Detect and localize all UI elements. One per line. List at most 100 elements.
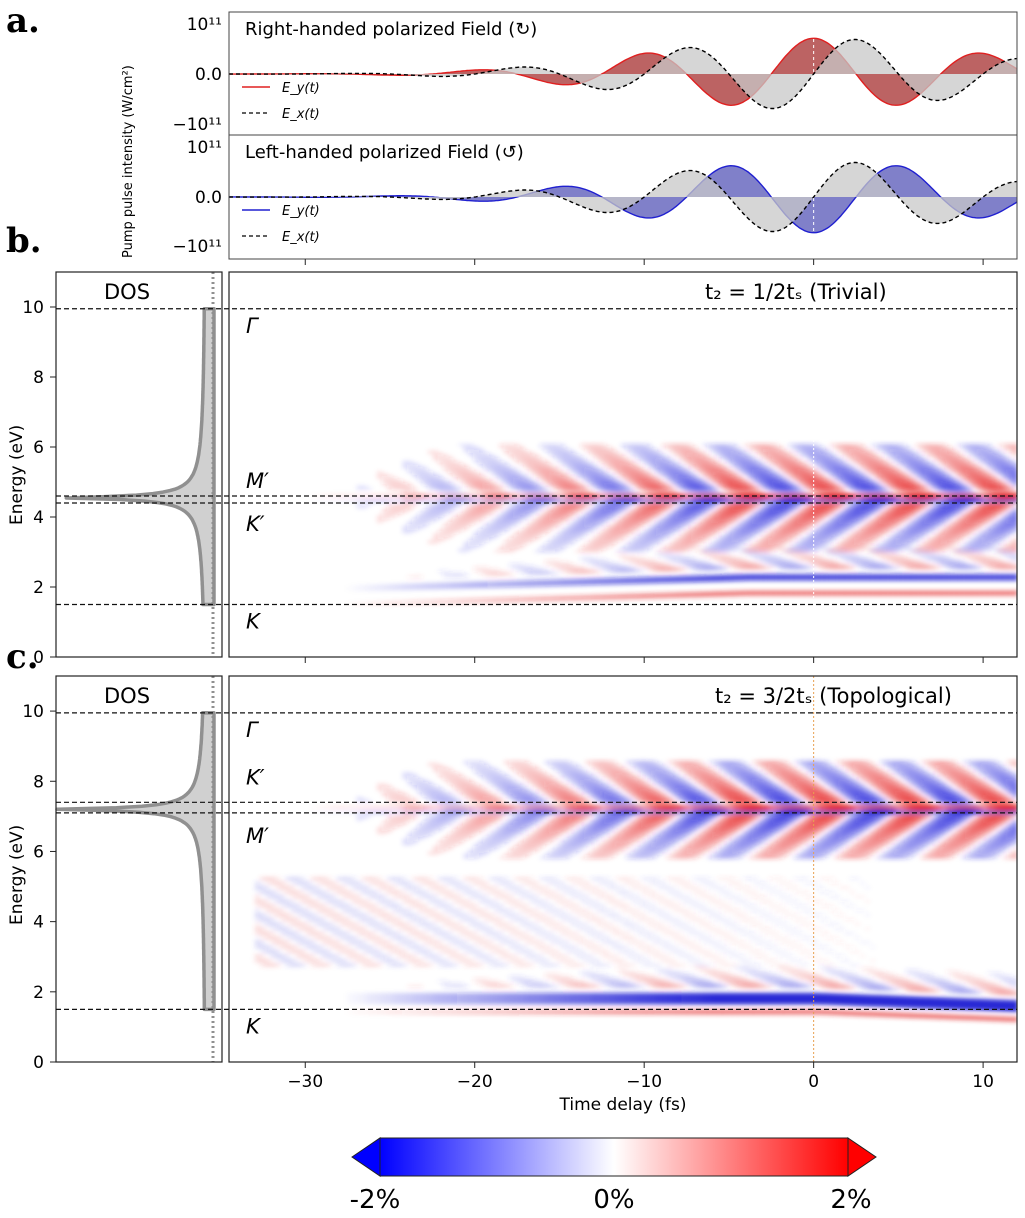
heatmap-cell bbox=[412, 522, 419, 526]
heatmap-cell bbox=[773, 462, 780, 466]
heatmap-cell bbox=[523, 524, 531, 528]
heatmap-cell bbox=[727, 487, 734, 491]
heatmap-cell bbox=[447, 491, 454, 495]
heatmap-cell bbox=[889, 464, 897, 468]
heatmap-cell bbox=[483, 533, 490, 537]
heatmap-cell bbox=[473, 518, 480, 522]
heatmap-cell bbox=[834, 447, 841, 451]
heatmap-cell bbox=[859, 476, 866, 480]
heatmap-cell bbox=[671, 466, 678, 470]
lower-band-fringe bbox=[874, 548, 881, 553]
heatmap-cell bbox=[813, 527, 820, 530]
resonance-line-lower bbox=[508, 498, 515, 503]
heatmap-cell bbox=[518, 514, 525, 518]
heatmap-cell bbox=[381, 481, 388, 484]
heatmap-cell bbox=[498, 487, 505, 491]
heatmap-cell bbox=[518, 472, 525, 476]
heatmap-cell bbox=[686, 510, 693, 514]
heatmap-cell bbox=[498, 516, 505, 520]
heatmap-cell bbox=[823, 447, 830, 451]
lower-band-fringe bbox=[605, 567, 612, 571]
heatmap-cell bbox=[773, 529, 780, 532]
heatmap-cell bbox=[671, 518, 678, 522]
lower-band-fringe bbox=[742, 561, 749, 565]
heatmap-cell bbox=[554, 514, 561, 518]
heatmap-cell bbox=[442, 533, 449, 537]
heatmap-cell bbox=[406, 489, 414, 493]
heatmap-cell bbox=[823, 522, 830, 526]
heatmap-cell bbox=[757, 516, 764, 520]
heatmap-cell bbox=[859, 514, 866, 518]
heatmap-cell bbox=[701, 520, 708, 524]
heatmap-cell bbox=[503, 545, 510, 549]
heatmap-cell bbox=[508, 481, 515, 484]
heatmap-cell bbox=[564, 458, 571, 461]
heatmap-cell bbox=[849, 533, 856, 537]
heatmap-cell bbox=[503, 468, 510, 472]
heatmap-cell bbox=[605, 533, 612, 537]
heatmap-cell bbox=[513, 512, 520, 516]
resonance-line-lower bbox=[686, 498, 693, 503]
heatmap-cell bbox=[508, 524, 515, 528]
heatmap-cell bbox=[569, 527, 576, 530]
heatmap-cell bbox=[549, 443, 556, 447]
a2-legend-ex: E_x(t) bbox=[282, 230, 320, 245]
lower-band-blue bbox=[681, 575, 688, 583]
heatmap-cell bbox=[803, 510, 810, 514]
heatmap-cell bbox=[798, 518, 805, 522]
resonance-line-lower bbox=[727, 498, 734, 503]
heatmap-cell bbox=[849, 522, 856, 526]
heatmap-cell bbox=[478, 516, 485, 520]
heatmap-cell bbox=[732, 512, 739, 516]
heatmap-cell bbox=[447, 522, 454, 526]
lower-band-fringe bbox=[844, 556, 851, 560]
heatmap-cell bbox=[574, 456, 581, 459]
heatmap-cell bbox=[773, 449, 780, 453]
heatmap-cell bbox=[437, 458, 444, 461]
heatmap-cell bbox=[727, 549, 734, 553]
heatmap-cell bbox=[559, 514, 566, 518]
heatmap-cell bbox=[823, 468, 830, 472]
heatmap-cell bbox=[686, 527, 693, 530]
heatmap-cell bbox=[859, 537, 866, 541]
heatmap-cell bbox=[788, 514, 795, 518]
lower-band-red bbox=[478, 597, 485, 604]
heatmap-cell bbox=[671, 531, 678, 534]
lower-band-fringe bbox=[447, 571, 454, 576]
heatmap-cell bbox=[752, 464, 759, 468]
resonance-line-lower bbox=[381, 498, 388, 503]
heatmap-cell bbox=[503, 447, 510, 451]
heatmap-cell bbox=[869, 483, 876, 486]
heatmap-cell bbox=[874, 456, 881, 459]
heatmap-cell bbox=[615, 470, 622, 474]
heatmap-cell bbox=[874, 464, 881, 468]
heatmap-cell bbox=[462, 464, 470, 468]
heatmap-cell bbox=[757, 547, 764, 551]
heatmap-cell bbox=[656, 489, 663, 493]
heatmap-cell bbox=[488, 470, 495, 474]
lower-band-fringe bbox=[523, 572, 531, 576]
lower-band-blue bbox=[722, 574, 729, 582]
heatmap-cell bbox=[651, 460, 658, 464]
heatmap-cell bbox=[544, 527, 551, 530]
heatmap-cell bbox=[788, 472, 795, 476]
heatmap-cell bbox=[661, 458, 668, 461]
heatmap-cell bbox=[839, 485, 846, 489]
heatmap-cell bbox=[478, 447, 485, 451]
heatmap-cell bbox=[854, 445, 861, 449]
heatmap-cell bbox=[513, 510, 520, 514]
heatmap-cell bbox=[808, 479, 815, 482]
heatmap-cell bbox=[818, 527, 825, 530]
heatmap-cell bbox=[783, 535, 790, 539]
heatmap-cell bbox=[569, 456, 576, 459]
heatmap-cell bbox=[803, 464, 810, 468]
heatmap-cell bbox=[498, 524, 505, 528]
resonance-line-lower bbox=[691, 498, 698, 503]
heatmap-cell bbox=[630, 481, 637, 484]
heatmap-cell bbox=[518, 485, 525, 489]
heatmap-cell bbox=[696, 479, 703, 482]
lower-band-red bbox=[696, 591, 703, 598]
heatmap-cell bbox=[742, 479, 749, 482]
heatmap-cell bbox=[859, 510, 866, 514]
lower-band-fringe bbox=[823, 546, 830, 550]
